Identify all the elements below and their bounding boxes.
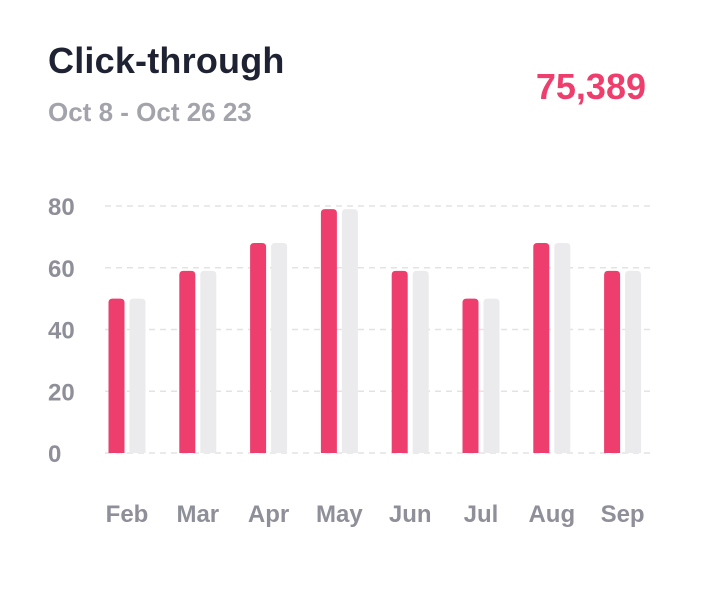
y-tick-label: 40 [48,318,75,345]
x-axis-ticks: Feb Mar Apr May Jun Jul Aug Sep [106,501,645,528]
bar-secondary [483,298,500,453]
y-tick-label: 60 [48,256,75,283]
date-range: Oct 8 - Oct 26 23 [48,97,252,127]
x-tick-label: May [316,501,363,528]
bar-primary [250,243,267,453]
bar-secondary [129,298,146,453]
bar-primary [108,298,125,453]
bar-secondary [554,243,571,453]
card-title: Click-through [48,40,285,81]
bar-primary [533,243,550,453]
y-tick-label: 80 [48,194,75,221]
bar-secondary [412,270,429,453]
x-tick-label: Mar [176,501,219,528]
bar-primary [179,270,196,453]
bar-primary [391,270,408,453]
y-axis-ticks: 0 20 40 60 80 [48,194,75,468]
x-tick-label: Feb [106,501,149,528]
x-tick-label: Jun [389,501,432,528]
bar-primary [604,270,621,453]
x-tick-label: Apr [248,501,289,528]
bar-primary [320,209,337,453]
total-value: 75,389 [535,66,646,107]
x-tick-label: Jul [464,501,499,528]
y-tick-label: 0 [48,441,61,468]
x-tick-label: Sep [601,501,645,528]
bar-secondary [341,209,358,453]
x-tick-label: Aug [528,501,575,528]
bar-secondary [200,270,217,453]
bar-secondary [271,243,288,453]
bars-layer [108,209,642,453]
y-tick-label: 20 [48,379,75,406]
bar-secondary [625,270,642,453]
bar-primary [462,298,479,453]
